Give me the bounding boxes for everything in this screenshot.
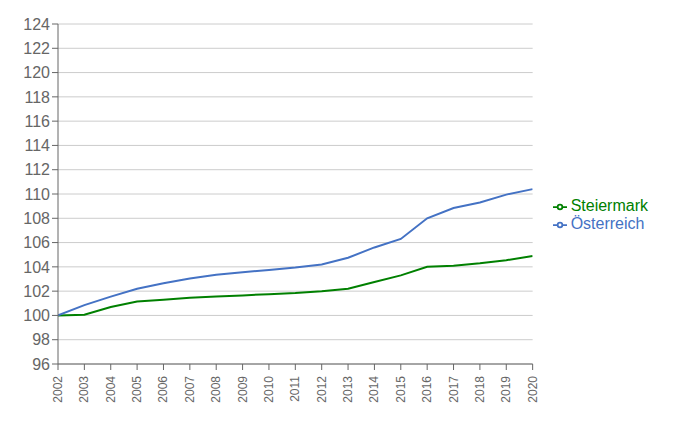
svg-text:2006: 2006 <box>156 376 170 403</box>
svg-text:106: 106 <box>23 234 50 251</box>
svg-text:124: 124 <box>23 16 50 33</box>
svg-text:108: 108 <box>23 210 50 227</box>
svg-text:114: 114 <box>24 137 50 154</box>
svg-text:2008: 2008 <box>209 376 223 403</box>
svg-text:100: 100 <box>23 307 50 324</box>
svg-text:102: 102 <box>23 283 50 300</box>
svg-text:122: 122 <box>23 40 50 57</box>
svg-text:112: 112 <box>24 161 50 178</box>
svg-text:2020: 2020 <box>526 376 540 403</box>
svg-text:2012: 2012 <box>315 376 329 403</box>
svg-text:2017: 2017 <box>447 376 461 403</box>
svg-text:96: 96 <box>32 356 50 373</box>
svg-text:2009: 2009 <box>236 376 250 403</box>
svg-text:104: 104 <box>23 259 50 276</box>
html-text:Österreich: Österreich <box>570 215 645 232</box>
svg-text:120: 120 <box>23 64 50 81</box>
svg-text:2018: 2018 <box>473 376 487 403</box>
svg-text:2007: 2007 <box>183 376 197 403</box>
svg-text:110: 110 <box>24 186 50 203</box>
svg-text:2016: 2016 <box>420 376 434 403</box>
html-text:Steiermark: Steiermark <box>570 197 648 214</box>
svg-text:2010: 2010 <box>262 376 276 403</box>
svg-text:116: 116 <box>24 113 50 130</box>
svg-text:2014: 2014 <box>367 376 381 403</box>
svg-text:98: 98 <box>32 331 50 348</box>
svg-text:2015: 2015 <box>394 376 408 403</box>
svg-text:2004: 2004 <box>104 376 118 403</box>
svg-text:2005: 2005 <box>130 376 144 403</box>
svg-text:2019: 2019 <box>499 376 513 403</box>
svg-text:2002: 2002 <box>51 376 65 403</box>
svg-text:118: 118 <box>24 89 50 106</box>
svg-text:2013: 2013 <box>341 376 355 403</box>
svg-text:2003: 2003 <box>77 376 91 403</box>
svg-text:2011: 2011 <box>288 376 302 402</box>
